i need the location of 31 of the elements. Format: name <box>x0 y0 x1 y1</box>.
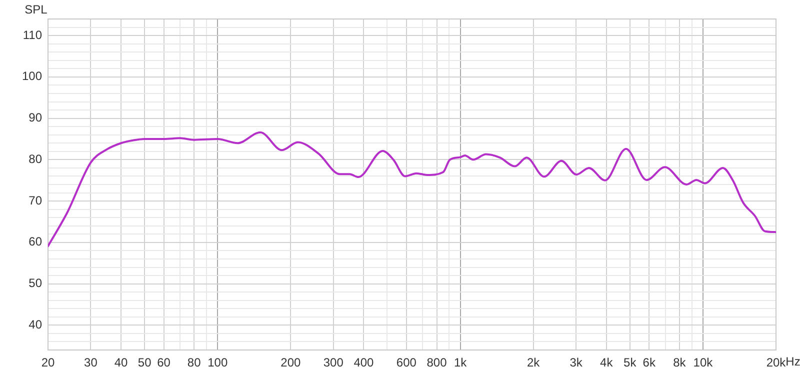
x-tick-label: 300 <box>323 356 344 370</box>
x-tick-label: 20k <box>766 356 787 370</box>
x-tick-label: 50 <box>138 356 152 370</box>
x-tick-label: 4k <box>600 356 614 370</box>
y-tick-label: 70 <box>28 193 42 208</box>
x-tick-label: 200 <box>280 356 301 370</box>
x-tick-label: 2k <box>526 356 541 370</box>
x-tick-label: 30 <box>84 356 98 370</box>
y-tick-label: 40 <box>28 317 42 332</box>
x-tick-label: 20 <box>41 356 55 370</box>
x-tick-label: 10k <box>693 356 714 370</box>
x-tick-label: 3k <box>570 356 584 370</box>
x-tick-label: 1k <box>454 356 468 370</box>
y-tick-label: 110 <box>22 28 42 42</box>
x-tick-label: 40 <box>114 356 128 370</box>
x-tick-label: 100 <box>208 356 228 370</box>
y-axis-title: SPL <box>24 2 48 16</box>
x-tick-label: 6k <box>642 356 656 370</box>
y-tick-label: 90 <box>28 110 42 125</box>
y-tick-label: 60 <box>28 234 42 249</box>
x-tick-label: 800 <box>426 356 448 370</box>
x-tick-label: 60 <box>157 356 171 370</box>
y-tick-label: 100 <box>22 69 42 84</box>
y-tick-label: 80 <box>28 152 42 166</box>
x-tick-label: 400 <box>354 356 374 370</box>
y-tick-label: 50 <box>28 276 42 290</box>
x-tick-label: 80 <box>187 356 202 370</box>
x-tick-label: 5k <box>624 356 638 370</box>
x-tick-label: 600 <box>396 356 417 370</box>
x-axis-title: Hz <box>786 354 800 368</box>
x-tick-label: 8k <box>673 356 687 370</box>
